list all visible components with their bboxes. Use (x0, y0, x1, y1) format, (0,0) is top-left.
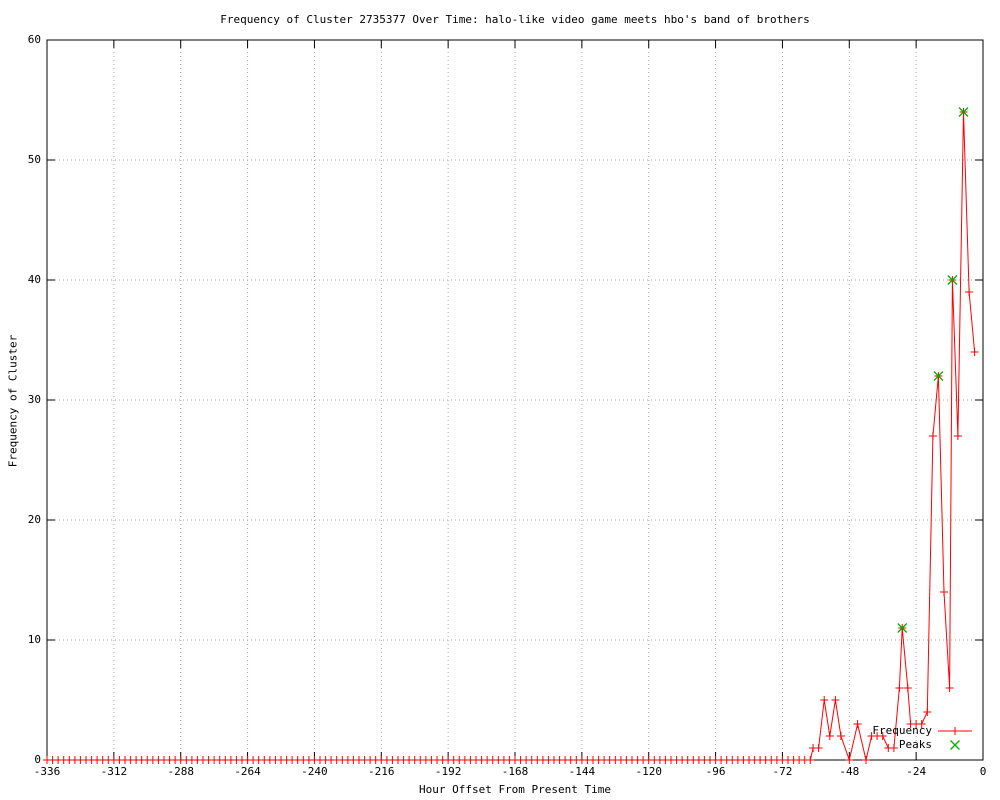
peaks-series (897, 107, 969, 633)
x-tick-label: -264 (234, 765, 261, 778)
y-tick-label: 40 (28, 273, 41, 286)
x-tick-label: -288 (167, 765, 194, 778)
x-tick-label: -72 (772, 765, 792, 778)
frequency-line (47, 111, 976, 762)
x-tick-label: -312 (101, 765, 128, 778)
y-tick-label: 50 (28, 153, 41, 166)
y-tick-label: 30 (28, 393, 41, 406)
x-tick-label: 0 (980, 765, 987, 778)
y-tick-label: 0 (34, 753, 41, 766)
peak-marker (897, 623, 908, 633)
x-tick-label: -144 (569, 765, 596, 778)
x-tick-label: -336 (34, 765, 61, 778)
x-tick-label: -240 (301, 765, 328, 778)
y-tick-label: 60 (28, 33, 41, 46)
peak-marker (947, 275, 958, 285)
legend-peaks-label: Peaks (899, 738, 932, 751)
x-tick-labels: -336 -312 -288 -264 -240 -216 -192 -168 -144 -120… (34, 765, 987, 778)
y-tick-label: 10 (28, 633, 41, 646)
y-tick-label: 20 (28, 513, 41, 526)
legend-frequency-marker-sample (951, 727, 959, 735)
x-tick-label: -120 (635, 765, 662, 778)
chart-title: Frequency of Cluster 2735377 Over Time: … (220, 13, 810, 26)
x-tick-label: -192 (435, 765, 462, 778)
x-tick-label: -168 (502, 765, 529, 778)
x-tick-label: -24 (906, 765, 926, 778)
peak-marker (933, 371, 944, 381)
x-axis-label: Hour Offset From Present Time (418, 783, 612, 796)
frequency-point-markers (43, 108, 979, 764)
x-tick-label: -48 (839, 765, 859, 778)
legend-frequency-label: Frequency (872, 724, 932, 737)
y-axis-label: Frequency of Cluster (6, 334, 20, 468)
y-tick-labels: 0 10 20 30 40 50 60 (28, 33, 41, 766)
legend-peaks-marker-sample (950, 740, 960, 750)
x-tick-label: -96 (706, 765, 726, 778)
frequency-series (43, 108, 979, 764)
peak-marker (958, 107, 969, 117)
x-tick-label: -216 (368, 765, 395, 778)
gridlines (46, 39, 984, 761)
